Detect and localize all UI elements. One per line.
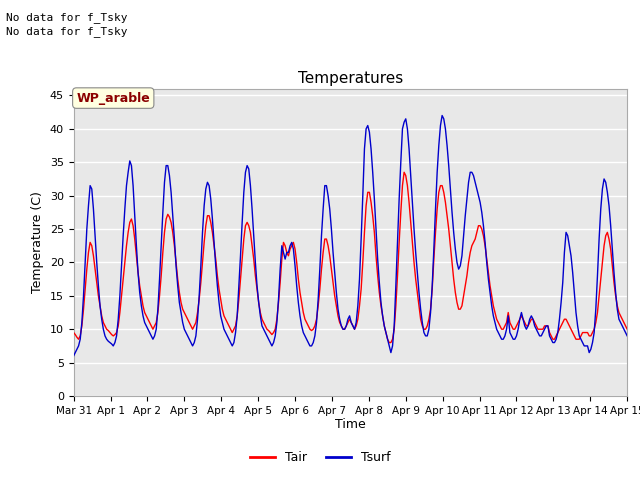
Y-axis label: Temperature (C): Temperature (C) — [31, 192, 44, 293]
X-axis label: Time: Time — [335, 419, 366, 432]
Legend: Tair, Tsurf: Tair, Tsurf — [245, 446, 395, 469]
Title: Temperatures: Temperatures — [298, 71, 403, 86]
Text: No data for f_Tsky: No data for f_Tsky — [6, 26, 128, 37]
Text: WP_arable: WP_arable — [76, 92, 150, 105]
Text: No data for f_Tsky: No data for f_Tsky — [6, 12, 128, 23]
